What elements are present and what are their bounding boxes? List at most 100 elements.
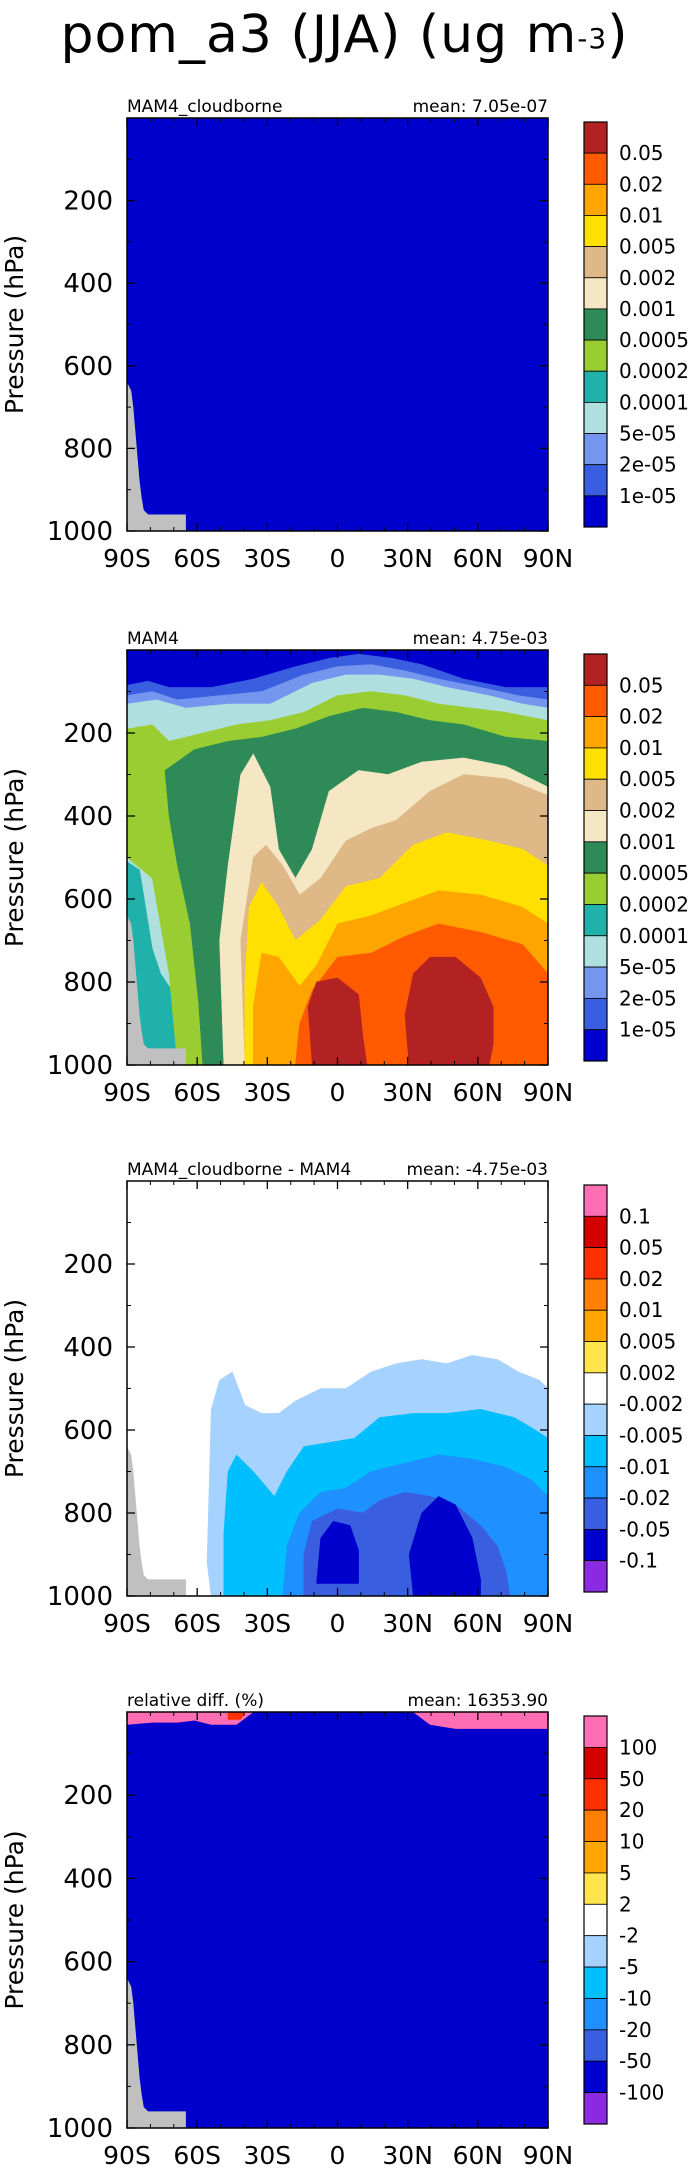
colorbar-label: 0.02 [619,705,664,729]
colorbar-swatch [583,904,608,937]
colorbar-label: 2e-05 [619,453,677,477]
colorbar-swatch [583,1403,608,1436]
colorbar-label: 5e-05 [619,955,677,979]
y-tick-label: 800 [63,1499,113,1529]
y-tick-label: 200 [63,187,113,217]
colorbar-label: 0.0001 [619,924,689,948]
colorbar-label: -0.005 [619,1423,683,1447]
colorbar-label: 10 [619,1830,644,1854]
colorbar-label: -0.1 [619,1549,658,1573]
colorbar-label: 2 [619,1892,632,1916]
colorbar-swatch [583,997,608,1031]
y-tick-label: 1000 [47,2114,113,2144]
terrain-mask [127,915,186,1065]
colorbar-swatch [583,1372,608,1405]
y-tick-label: 1000 [47,1051,113,1081]
colorbar-label: 0.0002 [619,892,689,916]
y-axis-title: Pressure (hPa) [0,1830,29,2009]
colorbar-label: 2e-05 [619,986,677,1010]
title-close: ) [607,5,629,65]
colorbar-label: 0.005 [619,235,676,259]
x-tick-label: 90N [523,544,574,573]
colorbar-swatch [583,1528,608,1562]
colorbar-frame [583,1184,608,1593]
colorbar-swatch [583,246,608,279]
y-tick-label: 1000 [47,517,113,547]
colorbar-swatch [583,215,608,248]
y-tick-label: 800 [63,434,113,464]
colorbar-swatch [583,1466,608,1499]
x-tick-label: 90S [103,1078,151,1107]
x-tick-label: 0 [330,544,346,573]
colorbar-swatch [583,1215,608,1249]
colorbar-label: 0.01 [619,203,664,227]
colorbar-swatch [583,778,608,811]
x-tick-label: 90N [523,2141,574,2170]
colorbar-label: -0.01 [619,1455,671,1479]
x-tick-label: 60N [453,1609,504,1638]
colorbar: 0.05 0.02 0.01 0.005 0.002 0.001 0.0005 0.0002 0… [583,653,689,1062]
colorbar-swatch [583,1778,608,1811]
colorbar-label: 100 [619,1735,657,1759]
panel-label: MAM4_cloudborne [127,97,282,117]
x-tick-label: 90S [103,2141,151,2170]
colorbar-swatch [583,1966,608,1999]
colorbar-swatch [583,2029,608,2062]
x-tick-label: 90N [523,1609,574,1638]
x-tick-label: 30S [243,544,291,573]
colorbar-label: 1e-05 [619,484,677,508]
colorbar-label: -50 [619,2049,652,2073]
colorbar-label: -2 [619,1924,639,1948]
colorbar-label: -0.05 [619,1517,671,1541]
panel-3: MAM4_cloudborne - MAM4 mean: -4.75e-03 200… [0,1160,683,1638]
terrain-mask [127,382,186,531]
terrain-mask [127,1978,186,2128]
colorbar-label: 20 [619,1798,644,1822]
x-tick-label: 60N [453,1078,504,1107]
x-tick-label: 60S [173,1609,221,1638]
colorbar-label: 0.01 [619,736,664,760]
colorbar-swatch [583,1247,608,1280]
x-tick-label: 30S [243,1609,291,1638]
colorbar-label: -5 [619,1955,639,1979]
x-tick-label: 30N [382,1078,433,1107]
x-tick-label: 60N [453,544,504,573]
y-tick-label: 200 [63,1781,113,1811]
colorbar-frame [583,1715,608,2125]
colorbar-swatch [583,935,608,968]
colorbar-swatch [583,1184,608,1217]
y-tick-label: 1000 [47,1582,113,1612]
colorbar-swatch [583,1497,608,1530]
colorbar-swatch [583,1903,608,1937]
panel-label: relative diff. (%) [127,1691,264,1711]
colorbar-label: 50 [619,1767,644,1791]
y-tick-label: 600 [63,1948,113,1978]
colorbar-label: 0.001 [619,297,676,321]
x-tick-label: 60S [173,2141,221,2170]
colorbar-swatch [583,1841,608,1874]
x-tick-label: 0 [330,2141,346,2170]
mean-label: mean: -4.75e-03 [406,1160,548,1180]
x-tick-label: 0 [330,1078,346,1107]
panel-4: relative diff. (%) mean: 16353.9020040060… [0,1691,664,2170]
colorbar-label: -100 [619,2081,664,2105]
colorbar-label: 0.001 [619,830,676,854]
colorbar-swatch [583,1341,608,1374]
colorbar-frame [583,121,608,528]
colorbar-label: 0.05 [619,673,664,697]
colorbar-swatch [583,1435,608,1468]
colorbar-swatch [583,684,608,718]
y-tick-label: 200 [63,719,113,749]
main-title: pom_a3 (JJA) (ug m-3) [0,0,689,70]
x-tick-label: 30S [243,2141,291,2170]
colorbar: 100 50 20 10 5 2 -2 -5 -10 -20 -50 -100 [583,1715,664,2125]
y-tick-label: 800 [63,2031,113,2061]
colorbar-swatch [583,2060,608,2094]
colorbar-swatch [583,872,608,905]
colorbar-label: 0.005 [619,767,676,791]
colorbar-frame [583,653,608,1062]
mean-label: mean: 7.05e-07 [413,97,548,117]
colorbar-label: 0.05 [619,141,664,165]
y-tick-label: 200 [63,1250,113,1280]
